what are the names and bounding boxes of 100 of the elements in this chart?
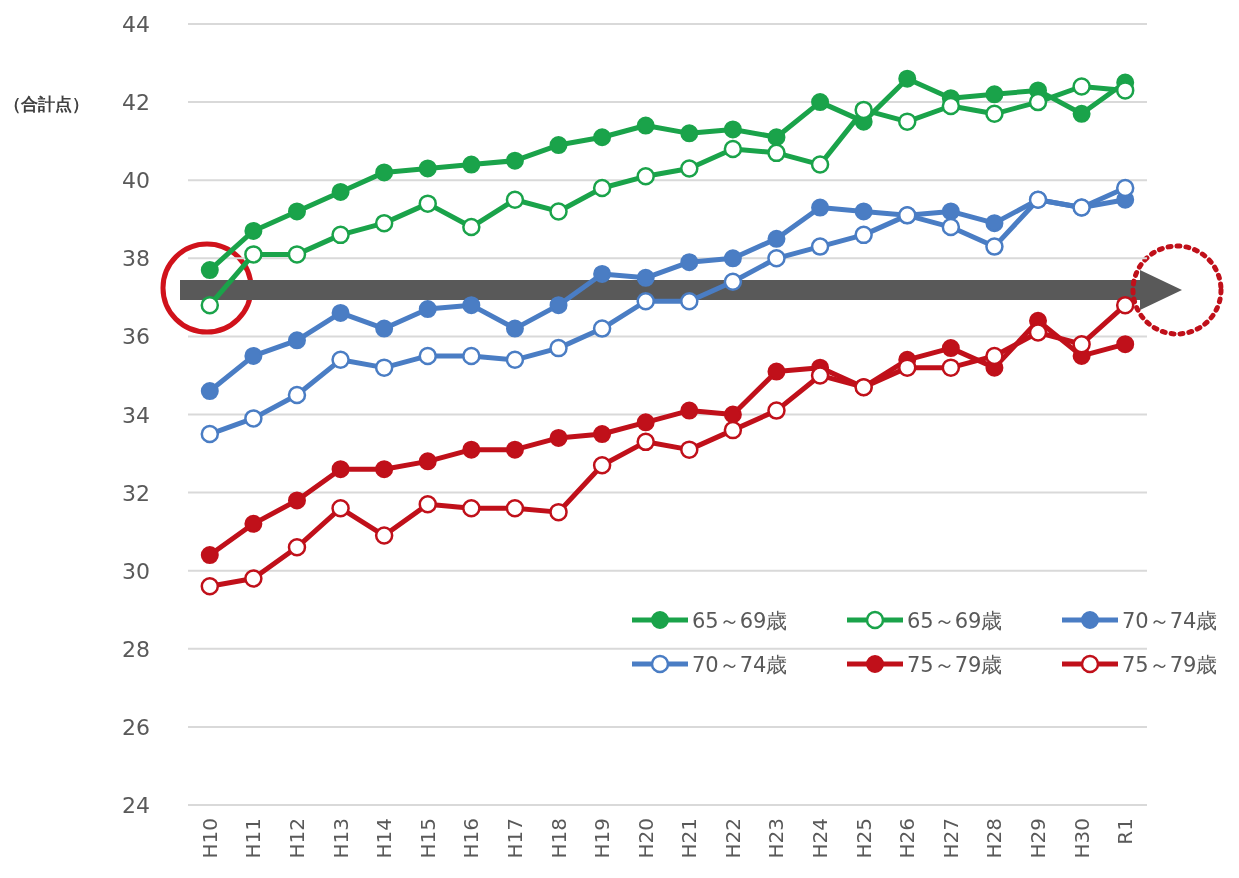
point bbox=[767, 143, 786, 163]
x-tick-label: H17 bbox=[502, 818, 527, 859]
point bbox=[331, 498, 350, 518]
point bbox=[200, 577, 220, 596]
x-tick-label: H10 bbox=[197, 818, 222, 859]
point bbox=[287, 491, 306, 510]
point bbox=[287, 202, 306, 221]
point bbox=[941, 96, 961, 116]
y-tick-label: 30 bbox=[122, 558, 150, 584]
point bbox=[1115, 178, 1135, 198]
point bbox=[462, 440, 481, 459]
point bbox=[810, 155, 830, 174]
point bbox=[767, 401, 786, 420]
point bbox=[374, 526, 394, 545]
point bbox=[1115, 295, 1135, 315]
point bbox=[244, 346, 263, 365]
point bbox=[287, 538, 307, 557]
y-tick-label: 34 bbox=[122, 402, 150, 428]
point bbox=[1028, 92, 1048, 112]
point bbox=[287, 245, 307, 264]
point bbox=[941, 202, 960, 221]
legend-label: 70～74歳 bbox=[1122, 609, 1218, 633]
point bbox=[200, 546, 219, 565]
y-tick-label: 38 bbox=[122, 246, 150, 272]
point bbox=[854, 225, 873, 245]
x-tick-label: H15 bbox=[415, 818, 440, 859]
point bbox=[767, 229, 786, 248]
point bbox=[331, 225, 350, 245]
point bbox=[985, 214, 1004, 233]
point bbox=[244, 569, 263, 588]
point bbox=[680, 253, 699, 272]
point bbox=[375, 460, 394, 479]
point bbox=[549, 338, 568, 358]
point bbox=[462, 296, 481, 315]
point bbox=[331, 303, 350, 322]
point bbox=[985, 85, 1004, 104]
y-tick-label: 40 bbox=[122, 168, 150, 194]
point bbox=[898, 112, 917, 131]
point bbox=[941, 358, 961, 377]
x-tick-label: H23 bbox=[764, 818, 789, 859]
point bbox=[723, 405, 742, 424]
x-tick-label: H16 bbox=[459, 818, 484, 859]
x-tick-label: H20 bbox=[633, 818, 658, 859]
point bbox=[1028, 323, 1048, 342]
point bbox=[505, 151, 524, 170]
point bbox=[418, 452, 437, 471]
point bbox=[723, 120, 742, 139]
x-tick-label: H21 bbox=[677, 818, 702, 859]
point bbox=[723, 272, 743, 291]
x-tick-label: H25 bbox=[851, 818, 876, 859]
y-tick-label: 36 bbox=[122, 324, 150, 350]
x-tick-label: H24 bbox=[808, 818, 833, 859]
point bbox=[462, 155, 481, 174]
point bbox=[374, 213, 394, 233]
point bbox=[549, 202, 568, 221]
x-tick-label: H12 bbox=[284, 818, 309, 859]
point bbox=[593, 128, 612, 147]
point bbox=[287, 385, 307, 405]
point bbox=[680, 440, 699, 459]
point bbox=[636, 413, 655, 432]
y-tick-label: 44 bbox=[122, 12, 150, 37]
point bbox=[898, 69, 917, 88]
point bbox=[1116, 335, 1135, 354]
point bbox=[941, 339, 960, 358]
x-tick-label: H18 bbox=[546, 818, 571, 859]
point bbox=[549, 428, 568, 447]
point bbox=[636, 116, 655, 135]
point bbox=[375, 163, 394, 182]
point bbox=[767, 128, 786, 147]
x-tick-label: H14 bbox=[372, 818, 397, 859]
x-tick-label: H22 bbox=[720, 818, 745, 859]
point bbox=[505, 319, 524, 338]
x-tick-label: H27 bbox=[938, 818, 963, 859]
point bbox=[985, 104, 1004, 124]
point bbox=[244, 221, 263, 240]
point bbox=[505, 190, 525, 209]
y-tick-label: 26 bbox=[122, 714, 150, 740]
point bbox=[200, 261, 219, 280]
point bbox=[636, 167, 655, 186]
point bbox=[418, 159, 437, 178]
point bbox=[331, 460, 350, 479]
point bbox=[593, 264, 612, 283]
x-tick-label: H30 bbox=[1069, 818, 1094, 859]
x-tick-label: H13 bbox=[328, 818, 353, 859]
point bbox=[287, 331, 306, 350]
point bbox=[375, 319, 394, 338]
point bbox=[811, 198, 830, 217]
point bbox=[418, 300, 437, 319]
point bbox=[200, 424, 220, 444]
point bbox=[636, 268, 655, 287]
point bbox=[549, 502, 568, 522]
point bbox=[680, 124, 699, 143]
point bbox=[723, 249, 742, 268]
point bbox=[854, 202, 873, 221]
point bbox=[680, 159, 699, 178]
point bbox=[592, 319, 612, 338]
point bbox=[549, 296, 568, 315]
point bbox=[767, 249, 786, 268]
point bbox=[811, 93, 830, 112]
point bbox=[941, 217, 961, 237]
